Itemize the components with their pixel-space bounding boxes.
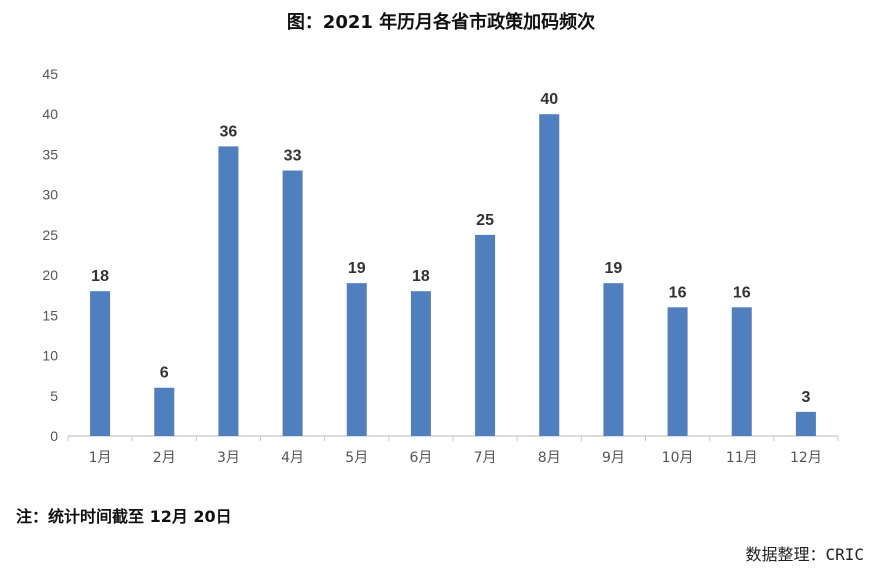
y-tick-label: 45 — [42, 66, 58, 82]
y-tick-label: 10 — [42, 348, 58, 364]
y-tick-label: 40 — [42, 106, 58, 122]
data-label: 25 — [476, 212, 494, 229]
x-tick-label: 10月 — [662, 450, 694, 466]
data-label: 3 — [801, 389, 810, 406]
data-label: 16 — [669, 284, 687, 301]
x-tick-label: 11月 — [726, 450, 758, 466]
y-tick-label: 20 — [42, 267, 58, 283]
bar — [346, 283, 367, 436]
x-tick-label: 4月 — [281, 450, 304, 466]
y-tick-label: 0 — [50, 428, 58, 444]
bar — [667, 307, 688, 436]
bar — [603, 283, 624, 436]
x-tick-label: 7月 — [474, 450, 497, 466]
bar — [795, 411, 816, 436]
data-label: 18 — [412, 268, 430, 285]
y-tick-label: 30 — [42, 187, 58, 203]
bar — [539, 114, 560, 436]
bar — [475, 234, 496, 436]
chart-title: 图：2021 年历月各省市政策加码频次 — [286, 12, 596, 33]
x-tick-label: 6月 — [409, 450, 432, 466]
y-tick-label: 25 — [42, 227, 58, 243]
data-label: 40 — [540, 91, 558, 108]
data-label: 19 — [605, 260, 623, 277]
bar — [731, 307, 752, 436]
bar — [282, 170, 303, 436]
source-label: 数据整理： — [745, 545, 826, 564]
data-label: 16 — [733, 284, 751, 301]
x-tick-label: 2月 — [153, 450, 176, 466]
source-value: CRIC — [825, 545, 864, 564]
x-tick-label: 12月 — [790, 450, 822, 466]
x-tick-label: 3月 — [217, 450, 240, 466]
x-tick-label: 8月 — [538, 450, 561, 466]
y-tick-label: 5 — [50, 388, 58, 404]
data-label: 33 — [284, 148, 302, 165]
source-credit: 数据整理：CRIC — [745, 541, 864, 565]
y-tick-label: 15 — [42, 307, 58, 323]
bar — [410, 291, 431, 436]
bar — [90, 291, 111, 436]
bar — [218, 146, 239, 436]
bar-chart: 0 5 10 15 20 25 30 35 40 45 18 1月 6 2月 36 3月 33 4月 19 5月 18 6… — [42, 66, 839, 466]
data-label: 6 — [160, 365, 169, 382]
bar — [154, 387, 175, 436]
data-label: 18 — [91, 268, 109, 285]
x-tick-label: 5月 — [345, 450, 368, 466]
footnote: 注：统计时间截至 12月 20日 — [16, 507, 232, 526]
x-tick-label: 1月 — [89, 450, 112, 466]
data-label: 36 — [220, 123, 238, 140]
y-tick-label: 35 — [42, 146, 58, 162]
x-tick-label: 9月 — [602, 450, 625, 466]
data-label: 19 — [348, 260, 366, 277]
